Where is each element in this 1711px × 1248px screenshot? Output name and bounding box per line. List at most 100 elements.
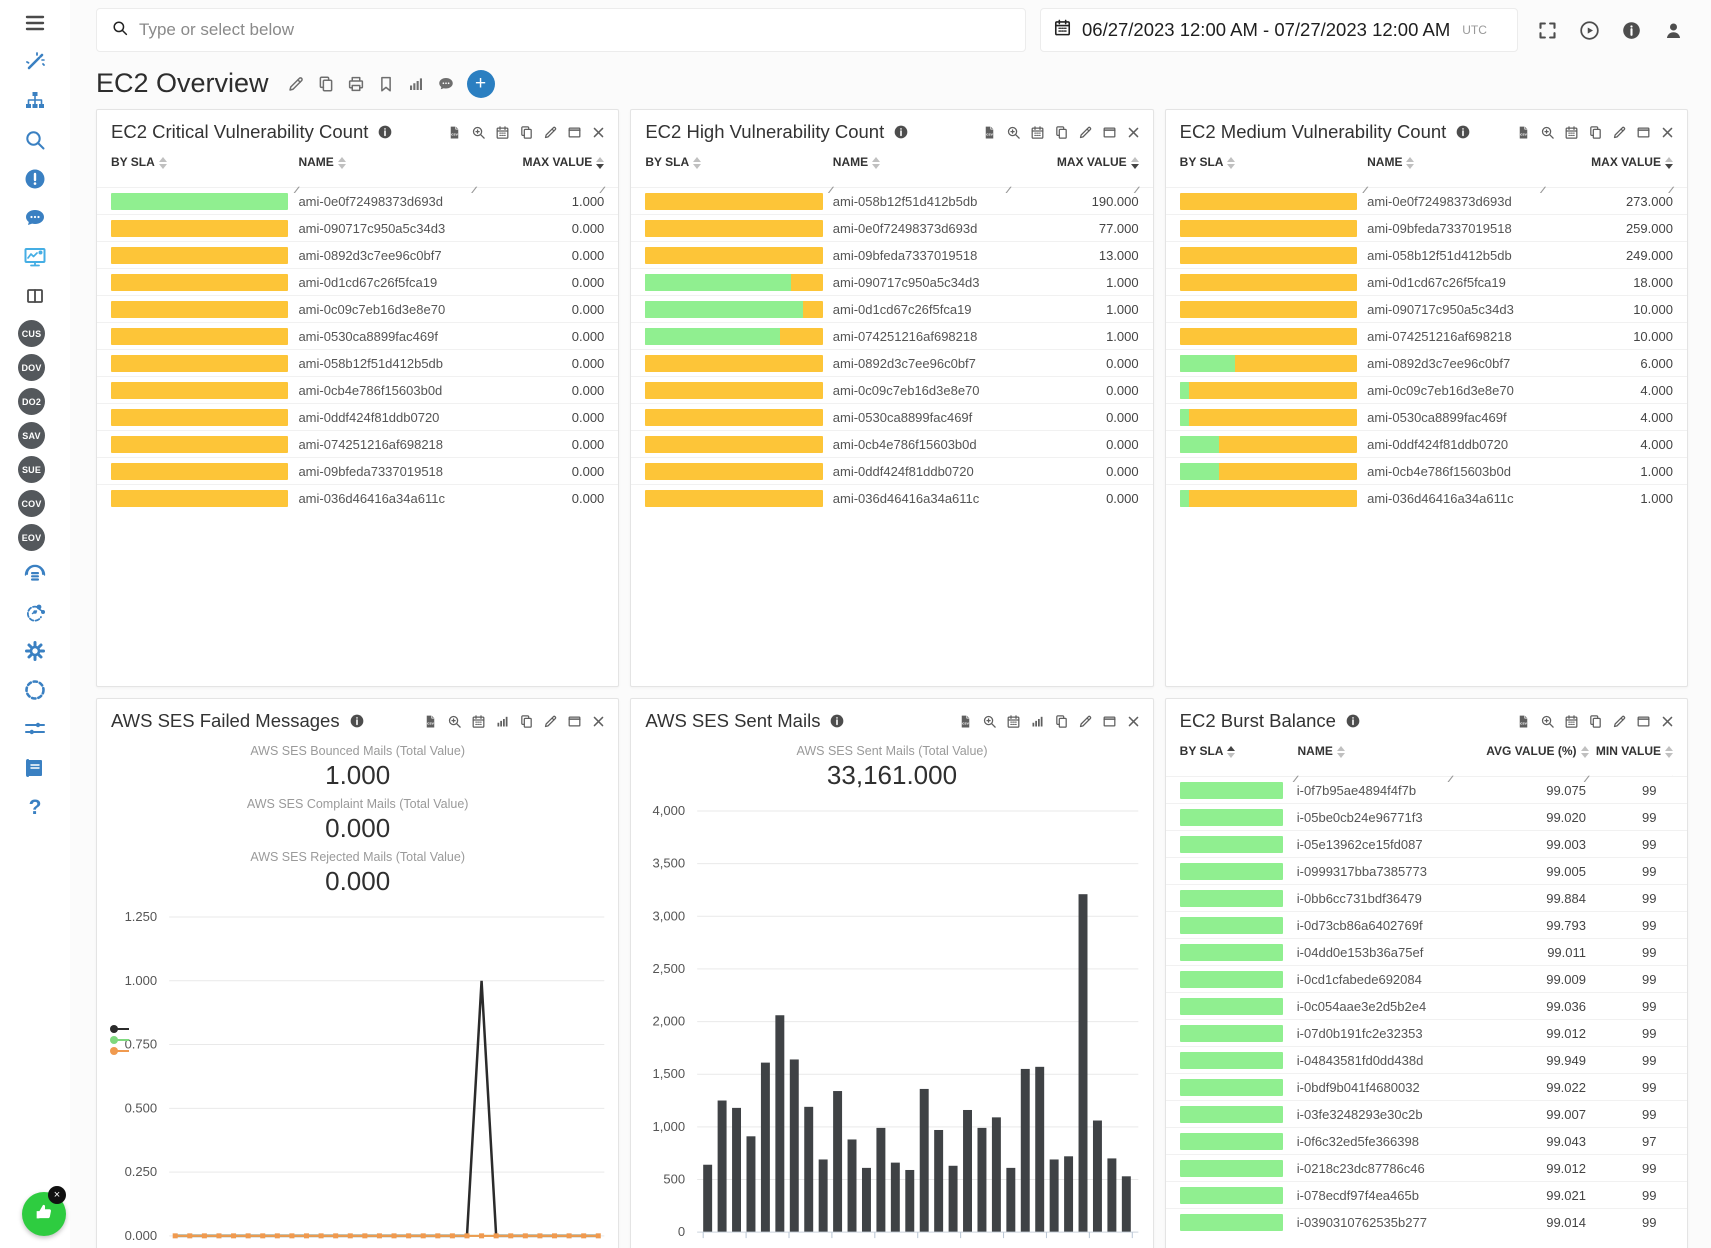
panel-action-edit-icon[interactable]	[1078, 714, 1093, 729]
table-row[interactable]: ami-074251216af698218 0.000	[97, 430, 619, 457]
panel-action-csv-icon[interactable]: csv	[447, 125, 462, 140]
column-resize-handle[interactable]: ∕∕	[1541, 185, 1544, 195]
page-action-bar-chart-icon[interactable]	[407, 75, 425, 93]
table-row[interactable]: i-0f6c32ed5fe366398 99.043 97	[1165, 1127, 1687, 1154]
table-row[interactable]: ami-036d46416a34a611c 0.000	[631, 484, 1153, 511]
table-row[interactable]: ami-090717c950a5c34d3 10.000	[1165, 295, 1687, 322]
panel-action-zoom-plus-icon[interactable]	[447, 714, 462, 729]
panel-action-edit-icon[interactable]	[543, 125, 558, 140]
table-row[interactable]: ami-0892d3c7ee96c0bf7 0.000	[97, 241, 619, 268]
table-row[interactable]: ami-09bfeda7337019518 259.000	[1165, 214, 1687, 241]
table-row[interactable]: ami-0ddf424f81ddb0720 0.000	[97, 403, 619, 430]
table-row[interactable]: ami-074251216af698218 10.000	[1165, 322, 1687, 349]
info-icon[interactable]	[377, 124, 393, 140]
table-row[interactable]: i-0cd1cfabede692084 99.009 99	[1165, 965, 1687, 992]
table-row[interactable]: i-0999317bba7385773 99.005 99	[1165, 857, 1687, 884]
column-header[interactable]: MIN VALUE ∕∕	[1589, 744, 1673, 776]
column-header[interactable]: NAME ∕∕	[1297, 744, 1451, 784]
page-action-comment-icon[interactable]	[437, 75, 455, 93]
sidebar-item-sitemap-icon[interactable]	[18, 86, 52, 116]
sidebar-item-gear-icon[interactable]	[18, 636, 52, 666]
panel-action-zoom-plus-icon[interactable]	[1540, 714, 1555, 729]
sidebar-item-alert-icon[interactable]	[18, 164, 52, 194]
table-row[interactable]: i-0d73cb86a6402769f 99.793 99	[1165, 911, 1687, 938]
sidebar-item-search-icon[interactable]	[18, 125, 52, 155]
info-icon[interactable]	[349, 713, 365, 729]
sidebar-item-book-icon[interactable]	[18, 753, 52, 783]
table-row[interactable]: ami-090717c950a5c34d3 0.000	[97, 214, 619, 241]
panel-action-calendar-icon[interactable]	[471, 714, 486, 729]
table-row[interactable]: ami-0d1cd67c26f5fca19 1.000	[631, 295, 1153, 322]
info-circle-icon[interactable]	[1616, 15, 1646, 45]
date-range-picker[interactable]: 06/27/2023 12:00 AM - 07/27/2023 12:00 A…	[1040, 8, 1518, 52]
sidebar-item-chat-icon[interactable]	[18, 203, 52, 233]
panel-action-close-icon[interactable]	[591, 125, 606, 140]
panel-action-zoom-plus-icon[interactable]	[1006, 125, 1021, 140]
user-icon[interactable]	[1658, 15, 1688, 45]
table-row[interactable]: ami-036d46416a34a611c 0.000	[97, 484, 619, 511]
panel-action-edit-icon[interactable]	[1078, 125, 1093, 140]
page-action-copy-icon[interactable]	[317, 75, 335, 93]
sidebar-item-menu-icon[interactable]	[18, 8, 52, 38]
play-circle-icon[interactable]	[1574, 15, 1604, 45]
panel-action-bar-chart-icon[interactable]	[1030, 714, 1045, 729]
table-row[interactable]: ami-0c09c7eb16d3e8e70 4.000	[1165, 376, 1687, 403]
panel-action-zoom-plus-icon[interactable]	[1540, 125, 1555, 140]
sidebar-item-wand-icon[interactable]	[18, 47, 52, 77]
table-row[interactable]: ami-0ddf424f81ddb0720 4.000	[1165, 430, 1687, 457]
column-header[interactable]: NAME ∕∕	[832, 155, 1010, 195]
table-row[interactable]: i-07d0b191fc2e32353 99.012 99	[1165, 1019, 1687, 1046]
search-box[interactable]	[96, 8, 1026, 52]
column-header[interactable]: BY SLA ∕∕	[1179, 155, 1366, 195]
table-row[interactable]: ami-09bfeda7337019518 0.000	[97, 457, 619, 484]
column-header[interactable]: BY SLA ∕∕	[1179, 744, 1297, 784]
table-row[interactable]: ami-0530ca8899fac469f 0.000	[97, 322, 619, 349]
table-row[interactable]: ami-0e0f72498373d693d 77.000	[631, 214, 1153, 241]
panel-action-csv-icon[interactable]: csv	[982, 125, 997, 140]
sidebar-item-dashed-circle-icon[interactable]	[18, 675, 52, 705]
table-row[interactable]: ami-0cb4e786f15603b0d 1.000	[1165, 457, 1687, 484]
table-row[interactable]: i-078ecdf97f4ea465b 99.021 99	[1165, 1181, 1687, 1208]
column-resize-handle[interactable]: ∕∕	[1449, 774, 1451, 784]
table-row[interactable]: ami-0ddf424f81ddb0720 0.000	[631, 457, 1153, 484]
panel-action-edit-icon[interactable]	[543, 714, 558, 729]
column-resize-handle[interactable]: ∕∕	[1135, 185, 1138, 195]
panel-action-copy-icon[interactable]	[519, 125, 534, 140]
sidebar-badge-cov[interactable]: COV	[18, 490, 45, 517]
panel-action-calendar-icon[interactable]	[1564, 714, 1579, 729]
column-resize-handle[interactable]: ∕∕	[1007, 185, 1009, 195]
panel-action-csv-icon[interactable]: csv	[958, 714, 973, 729]
table-row[interactable]: ami-09bfeda7337019518 13.000	[631, 241, 1153, 268]
table-row[interactable]: i-05be0cb24e96771f3 99.020 99	[1165, 803, 1687, 830]
column-resize-handle[interactable]: ∕∕	[1585, 774, 1587, 784]
column-resize-handle[interactable]: ∕∕	[473, 185, 475, 195]
table-row[interactable]: ami-0d1cd67c26f5fca19 0.000	[97, 268, 619, 295]
panel-action-calendar-icon[interactable]	[1564, 125, 1579, 140]
column-resize-handle[interactable]: ∕∕	[1669, 185, 1672, 195]
table-row[interactable]: ami-0892d3c7ee96c0bf7 0.000	[631, 349, 1153, 376]
table-row[interactable]: i-0f7b95ae4894f4f7b 99.075 99	[1165, 776, 1687, 803]
sidebar-item-columns-icon[interactable]	[18, 281, 52, 311]
panel-action-window-icon[interactable]	[1636, 125, 1651, 140]
panel-action-bar-chart-icon[interactable]	[495, 714, 510, 729]
page-action-edit-icon[interactable]	[287, 75, 305, 93]
column-header[interactable]: BY SLA ∕∕	[111, 155, 297, 195]
table-row[interactable]: ami-058b12f51d412b5db 249.000	[1165, 241, 1687, 268]
panel-action-csv-icon[interactable]: csv	[423, 714, 438, 729]
column-resize-handle[interactable]: ∕∕	[1364, 185, 1366, 195]
column-header[interactable]: MAX VALUE ∕∕	[1591, 155, 1673, 195]
table-row[interactable]: i-04843581fd0dd438d 99.949 99	[1165, 1046, 1687, 1073]
column-header[interactable]: NAME ∕∕	[1367, 155, 1544, 195]
table-row[interactable]: ami-0cb4e786f15603b0d 0.000	[97, 376, 619, 403]
panel-action-edit-icon[interactable]	[1612, 714, 1627, 729]
sidebar-badge-do2[interactable]: DO2	[18, 388, 45, 415]
column-resize-handle[interactable]: ∕∕	[1670, 774, 1672, 776]
column-header[interactable]: NAME ∕∕	[298, 155, 475, 195]
panel-action-window-icon[interactable]	[567, 125, 582, 140]
table-row[interactable]: ami-090717c950a5c34d3 1.000	[631, 268, 1153, 295]
table-row[interactable]: ami-074251216af698218 1.000	[631, 322, 1153, 349]
table-row[interactable]: i-05e13962ce15fd087 99.003 99	[1165, 830, 1687, 857]
table-row[interactable]: ami-0d1cd67c26f5fca19 18.000	[1165, 268, 1687, 295]
panel-action-edit-icon[interactable]	[1612, 125, 1627, 140]
info-icon[interactable]	[893, 124, 909, 140]
